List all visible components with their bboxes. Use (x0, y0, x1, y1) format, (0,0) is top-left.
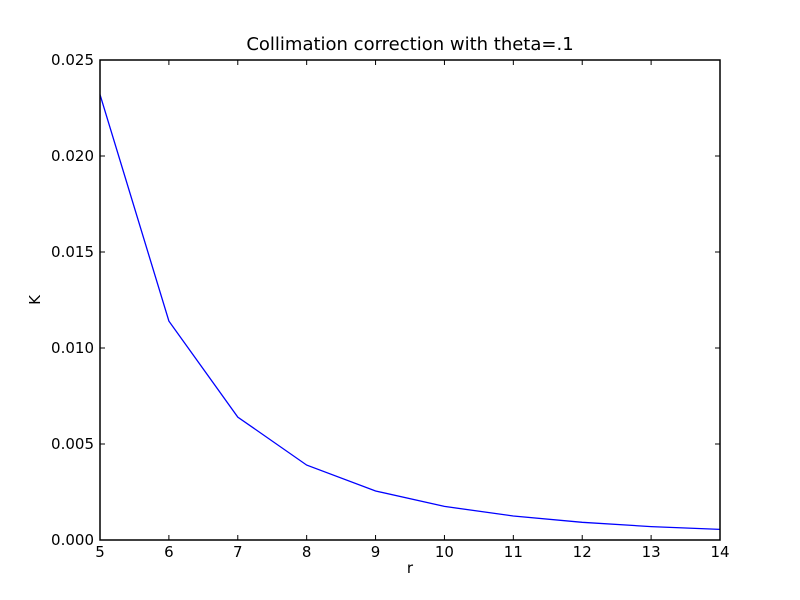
x-tick-label: 6 (164, 543, 174, 561)
x-tick-label: 9 (371, 543, 381, 561)
y-tick-label: 0.020 (51, 147, 94, 165)
y-tick-label: 0.010 (51, 339, 94, 357)
x-tick-label: 10 (435, 543, 454, 561)
x-tick-label: 7 (233, 543, 243, 561)
plot-frame (99, 59, 721, 541)
y-tick-label: 0.000 (51, 531, 94, 549)
x-tick-label: 14 (710, 543, 729, 561)
y-tick-label: 0.015 (51, 243, 94, 261)
x-tick-label: 11 (504, 543, 523, 561)
x-tick-label: 5 (95, 543, 105, 561)
x-tick-label: 12 (573, 543, 592, 561)
y-axis-label: K (26, 294, 44, 305)
x-tick-label: 13 (642, 543, 661, 561)
y-tick-label: 0.005 (51, 435, 94, 453)
x-tick-label: 8 (302, 543, 312, 561)
series-line (99, 94, 721, 531)
chart-title: Collimation correction with theta=.1 (246, 34, 573, 55)
y-tick-label: 0.025 (51, 51, 94, 69)
x-axis-label: r (407, 559, 414, 577)
